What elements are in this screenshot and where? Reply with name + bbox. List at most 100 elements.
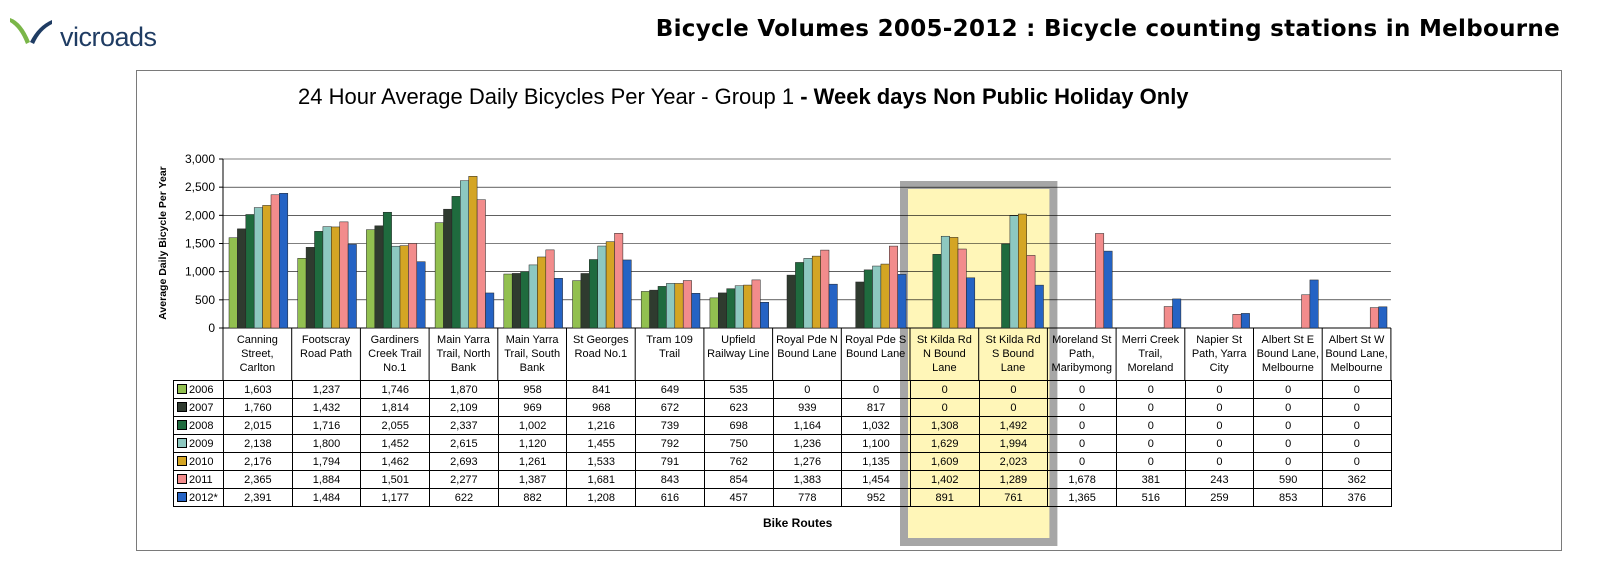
table-cell: 2,337 — [429, 416, 499, 435]
table-cell: 259 — [1184, 488, 1255, 507]
table-cell: 891 — [909, 488, 980, 507]
y-axis-title: Average Daily Bicycle Per Year — [157, 166, 169, 320]
bar — [399, 245, 409, 329]
table-cell: 0 — [1322, 380, 1392, 399]
bar — [855, 281, 865, 329]
table-cell: 0 — [1115, 398, 1186, 417]
legend-entry: 2009 — [173, 434, 224, 453]
bar — [803, 258, 813, 329]
table-row: 2012* 2,391 1,484 1,177 622 882 1,208 616 457 778… — [173, 488, 1392, 507]
bar — [228, 237, 238, 329]
table-cell: 2,365 — [223, 470, 293, 489]
y-tick-label: 2,500 — [185, 180, 215, 194]
bar — [1001, 243, 1011, 329]
table-cell: 0 — [978, 398, 1049, 417]
bar — [1026, 255, 1036, 329]
table-cell: 2,391 — [223, 488, 293, 507]
x-tick-label: Bank — [451, 362, 477, 374]
legend-label: 2012* — [189, 491, 218, 504]
y-tick-label: 0 — [208, 321, 215, 335]
x-tick-label: Albert St W — [1329, 334, 1385, 346]
table-cell: 0 — [1253, 416, 1323, 435]
table-cell: 698 — [703, 416, 774, 435]
table-cell: 376 — [1322, 488, 1392, 507]
table-cell: 2,109 — [429, 398, 499, 417]
table-cell: 1,609 — [909, 452, 980, 471]
table-cell: 1,276 — [772, 452, 843, 471]
bar — [614, 233, 624, 329]
table-cell: 0 — [1115, 452, 1186, 471]
x-tick-label: Merri Creek — [1122, 334, 1180, 346]
table-cell: 0 — [909, 398, 980, 417]
x-tick-label: Maribymong — [1051, 362, 1112, 374]
x-tick-label: St Georges — [573, 334, 629, 346]
bar — [476, 199, 486, 329]
x-tick-label: Tram 109 — [646, 334, 693, 346]
x-tick-label: Moreland St — [1052, 334, 1111, 346]
table-cell: 1,484 — [291, 488, 362, 507]
table-cell: 2,277 — [429, 470, 499, 489]
bar — [443, 208, 453, 329]
y-tick-label: 1,000 — [185, 265, 215, 279]
bar — [872, 265, 882, 329]
legend-swatch — [177, 419, 187, 430]
table-cell: 243 — [1184, 470, 1255, 489]
bar — [1095, 233, 1105, 329]
table-cell: 1,236 — [772, 434, 843, 453]
chart-title-bold: - Week days Non Public Holiday Only — [800, 84, 1189, 109]
bar — [339, 221, 349, 329]
x-tick-label: Bank — [520, 362, 546, 374]
table-cell: 0 — [1253, 380, 1323, 399]
table-cell: 362 — [1322, 470, 1392, 489]
table-cell: 1,716 — [291, 416, 362, 435]
table-row: 2010 2,176 1,794 1,462 2,693 1,261 1,533 791 762… — [173, 452, 1392, 471]
legend-label: 2007 — [189, 401, 214, 414]
x-tick-label: Canning — [237, 334, 278, 346]
x-tick-label: Main Yarra — [437, 334, 491, 346]
x-tick-label: Footscray — [302, 334, 351, 346]
bar — [1009, 215, 1019, 329]
table-cell: 817 — [841, 398, 911, 417]
table-cell: 2,615 — [429, 434, 499, 453]
table-cell: 1,402 — [909, 470, 980, 489]
bar — [718, 292, 727, 329]
bar — [1240, 313, 1250, 329]
bar — [786, 274, 796, 329]
table-cell: 952 — [841, 488, 911, 507]
table-cell: 649 — [635, 380, 705, 399]
table-cell: 1,994 — [978, 434, 1049, 453]
bar — [795, 262, 805, 329]
table-cell: 750 — [703, 434, 774, 453]
bar — [589, 259, 598, 329]
table-cell: 1,870 — [429, 380, 499, 399]
table-cell: 1,002 — [497, 416, 568, 435]
table-cell: 939 — [772, 398, 843, 417]
table-cell: 1,365 — [1047, 488, 1117, 507]
x-tick-label: Road Path — [300, 348, 352, 360]
x-tick-label: Melbourne — [1262, 362, 1314, 374]
table-cell: 762 — [703, 452, 774, 471]
table-cell: 0 — [1322, 416, 1392, 435]
legend-label: 2008 — [189, 419, 214, 432]
table-cell: 622 — [429, 488, 499, 507]
legend-swatch — [177, 473, 187, 484]
table-cell: 2,176 — [223, 452, 293, 471]
bar — [1232, 314, 1242, 329]
table-cell: 1,135 — [841, 452, 911, 471]
x-tick-label: City — [1210, 362, 1229, 374]
bar — [297, 258, 307, 329]
table-cell: 1,454 — [841, 470, 911, 489]
table-cell: 882 — [497, 488, 568, 507]
bar — [1309, 279, 1319, 329]
table-cell: 1,533 — [566, 452, 637, 471]
x-tick-label: No.1 — [383, 362, 406, 374]
table-cell: 792 — [635, 434, 705, 453]
bar — [253, 207, 263, 329]
x-tick-label: Bound Lane — [846, 348, 905, 360]
bar — [1369, 307, 1379, 329]
table-cell: 1,383 — [772, 470, 843, 489]
bar — [279, 193, 289, 329]
bar — [828, 283, 838, 329]
table-cell: 0 — [1047, 380, 1117, 399]
x-tick-label: Main Yarra — [506, 334, 560, 346]
